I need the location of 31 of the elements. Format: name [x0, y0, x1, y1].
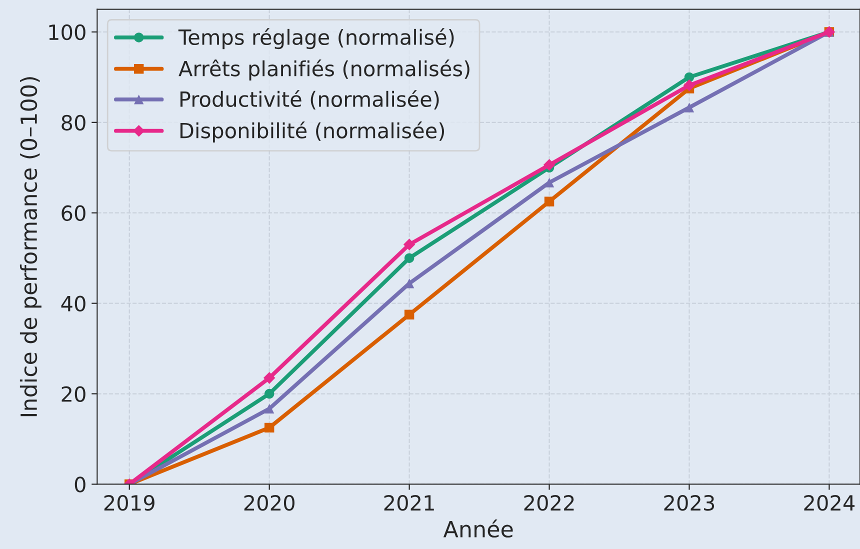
point: [543, 159, 556, 171]
y-tick-label: 20: [62, 386, 86, 402]
legend-label: Temps réglage (normalisé): [178, 28, 454, 50]
legend-label: Disponibilité (normalisée): [180, 121, 444, 142]
y-tick-label: 0: [74, 476, 86, 492]
x-tick-label: 2024: [804, 495, 855, 511]
y-tick-label: 100: [49, 24, 86, 40]
legend-label: Arrêts planifiés (normalisés): [178, 59, 470, 80]
point: [404, 310, 414, 320]
point: [264, 404, 274, 414]
point: [684, 72, 694, 82]
point: [544, 178, 554, 188]
point: [683, 79, 696, 92]
point: [264, 422, 274, 433]
point: [264, 388, 274, 399]
point: [404, 253, 414, 263]
x-tick-label: 2022: [524, 495, 574, 511]
y-tick-label: 60: [62, 205, 86, 222]
x-tick-label: 2020: [244, 495, 294, 511]
x-axis-title: Année: [443, 519, 513, 538]
legend-label: Productivité (normalisée): [180, 90, 439, 110]
x-tick-label: 2019: [104, 495, 154, 511]
point: [684, 102, 694, 112]
point: [544, 196, 554, 206]
y-tick-label: 40: [61, 296, 86, 312]
y-axis-title: Indice de performance (0–100): [20, 77, 42, 416]
point: [403, 238, 416, 250]
y-tick-label: 80: [62, 114, 86, 131]
x-tick-label: 2023: [664, 495, 714, 511]
x-tick-label: 2021: [384, 495, 434, 511]
point: [263, 372, 276, 384]
